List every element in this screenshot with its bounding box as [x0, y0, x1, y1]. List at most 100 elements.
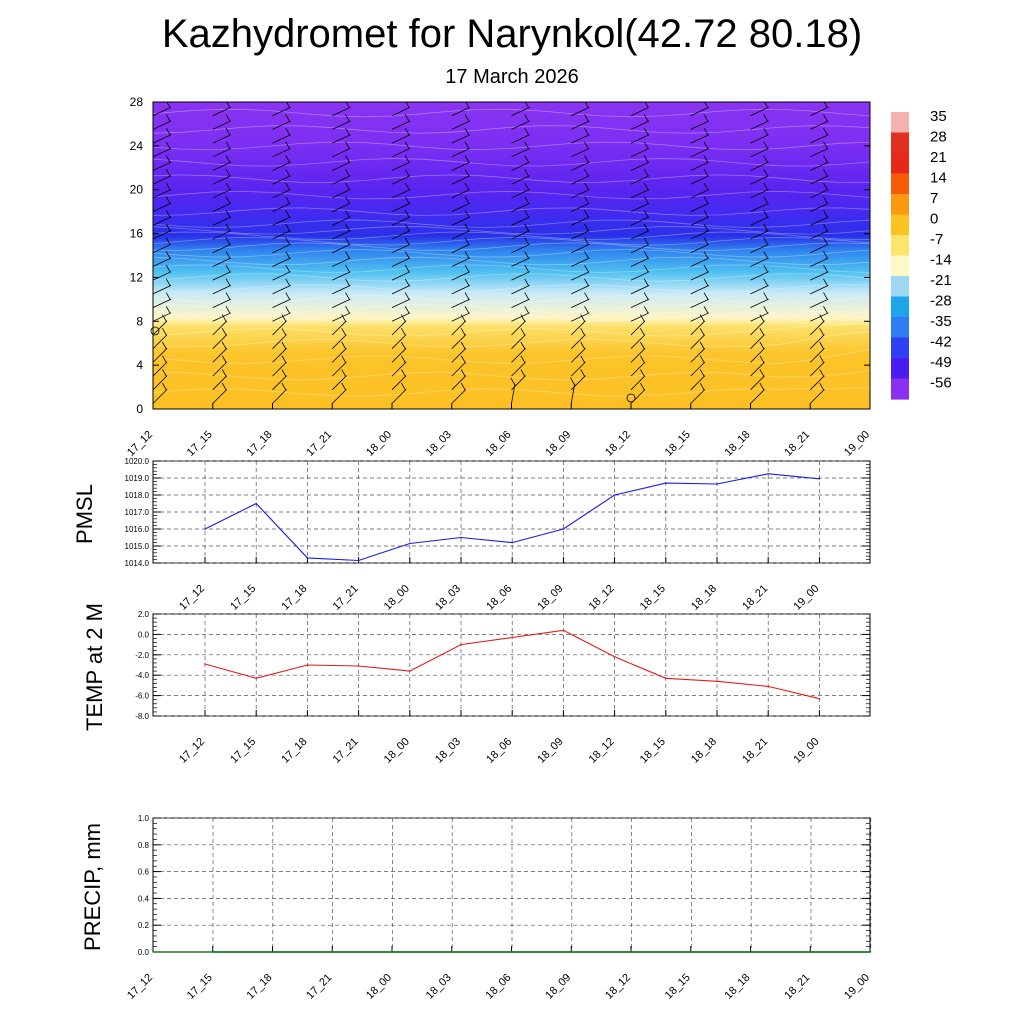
colorbar-label: 28 [930, 129, 947, 146]
wind-barb-shaft [511, 348, 526, 363]
wind-barb-shaft [153, 243, 172, 254]
wind-barb-flag [823, 114, 828, 122]
wind-barb-shaft [451, 271, 471, 281]
wind-barb-shaft [810, 271, 829, 281]
series-point [255, 502, 257, 505]
wind-barb-shaft [272, 334, 287, 349]
wind-barb-flag [704, 102, 709, 108]
wind-barb-shaft [630, 375, 646, 391]
wind-barb-shaft [690, 375, 706, 391]
series-point [460, 643, 462, 646]
y-tick-label: 12 [130, 270, 144, 284]
colorbar-swatch [891, 173, 909, 195]
x-tick-label: 18_09 [543, 972, 573, 1002]
wind-barb-shaft [391, 134, 411, 144]
wind-barb-shaft [570, 334, 586, 349]
series-point [562, 629, 565, 632]
wind-barb-shaft [810, 202, 829, 213]
colorbar-label: -28 [930, 293, 952, 310]
wind-barb-shaft [630, 320, 646, 336]
wind-barb-shaft [391, 257, 411, 267]
x-tick-label: 18_06 [484, 972, 514, 1002]
wind-barb-shaft [451, 230, 471, 240]
series-point [665, 482, 667, 484]
wind-barb-shaft [212, 202, 232, 213]
wind-barb-shaft [332, 175, 351, 185]
colorbar-swatch [891, 276, 909, 298]
wind-barb-shaft [391, 298, 411, 308]
wind-barb-flag [584, 223, 589, 232]
x-tick-label: 18_06 [484, 583, 514, 613]
x-tick-label: 18_18 [689, 583, 719, 613]
wind-barb-flag [345, 292, 350, 300]
wind-barb-shaft [571, 243, 590, 254]
wind-barb-shaft [272, 243, 291, 254]
wind-barb-shaft [869, 128, 870, 130]
wind-barb-shaft [391, 334, 407, 349]
y-tick-label: 24 [130, 139, 144, 153]
wind-barb-shaft [750, 148, 769, 158]
y-tick-label: 1017.0 [125, 508, 150, 517]
wind-barb-flag [404, 169, 410, 177]
x-tick-label: 19_00 [791, 736, 821, 766]
wind-barb-flag [404, 155, 410, 163]
wind-barb-shaft [869, 320, 870, 322]
wind-barb-flag [580, 341, 586, 350]
wind-barb-shaft [690, 202, 710, 213]
wind-barb-flag [823, 223, 828, 232]
wind-barb-shaft [571, 271, 590, 281]
wind-barb-shaft [153, 216, 172, 226]
wind-barb-flag [703, 264, 709, 273]
wind-barb-shaft [630, 271, 650, 281]
wind-barb-shaft [391, 348, 407, 363]
y-tick-label: 0.0 [138, 630, 150, 639]
wind-barb-flag [883, 251, 887, 258]
x-tick-label: 18_15 [663, 972, 693, 1002]
wind-barb-flag [584, 127, 589, 136]
contour-line [153, 284, 870, 293]
wind-barb-shaft [511, 320, 526, 336]
wind-barb-flag [584, 102, 589, 108]
wind-barb-flag [460, 328, 466, 336]
wind-barb-flag [883, 156, 887, 163]
wind-barb-shaft [690, 134, 710, 144]
wind-barb-flag [285, 127, 291, 136]
wind-barb-shaft [869, 238, 870, 240]
x-tick-label: 18_00 [382, 736, 412, 766]
wind-barb-shaft [451, 106, 471, 117]
wind-barb-flag [165, 237, 171, 245]
wind-barb-flag [345, 114, 350, 122]
contour-line [153, 141, 870, 151]
wind-barb-shaft [869, 197, 870, 198]
wind-barb-shaft [690, 334, 706, 349]
wind-barb-shaft [451, 285, 471, 295]
wind-barb-flag [703, 251, 709, 259]
wind-barb-flag [165, 278, 171, 286]
wind-barb-shaft [571, 230, 590, 240]
wind-barb-shaft [630, 285, 650, 295]
wind-barb-flag [879, 369, 883, 376]
wind-barb-shaft [750, 389, 765, 404]
wind-barb-shaft [690, 320, 706, 336]
calm-marker [150, 326, 160, 336]
wind-barb-flag [165, 196, 171, 204]
colorbar-label: 35 [930, 108, 947, 125]
wind-barb-shaft [869, 375, 870, 377]
wind-barb-shaft [630, 189, 650, 199]
colorbar-swatch [891, 112, 909, 134]
wind-barb-flag [165, 141, 171, 149]
x-tick-label: 18_09 [535, 583, 565, 613]
contour-line [153, 174, 870, 183]
wind-barb-shaft [630, 348, 646, 363]
wind-barbs [153, 102, 887, 404]
wind-barb-flag [345, 169, 350, 177]
wind-barb-flag [341, 355, 347, 363]
series-point [357, 559, 360, 562]
y-tick-label: -4.0 [135, 671, 149, 680]
wind-barb-flag [520, 355, 526, 363]
colorbar-label: 14 [930, 170, 947, 187]
x-tick-label: 17_21 [304, 972, 334, 1002]
wind-barb-shaft [869, 348, 870, 349]
wind-barb-flag [345, 210, 350, 218]
